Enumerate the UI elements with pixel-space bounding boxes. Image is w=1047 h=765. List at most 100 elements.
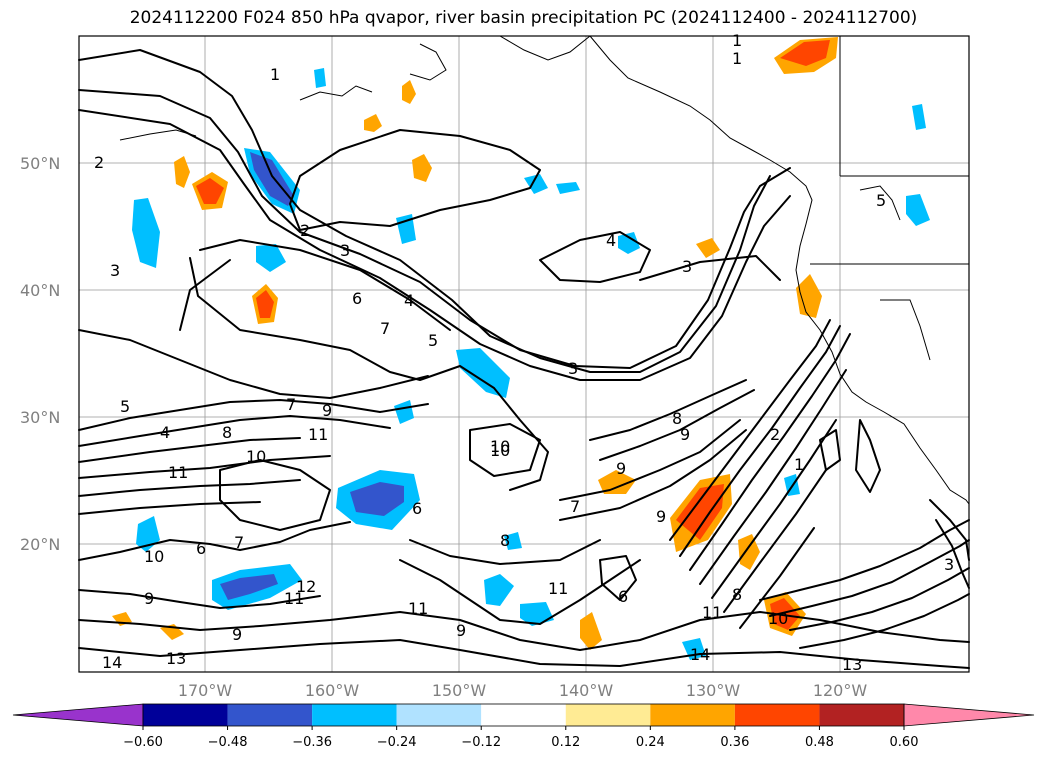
shade-patch (364, 114, 382, 132)
shade-patch (412, 154, 432, 182)
contour-label: 11 (702, 603, 722, 622)
contour-label: 5 (428, 331, 438, 350)
contour-label: 9 (680, 425, 690, 444)
contour-label: 8 (732, 585, 742, 604)
lat-label: 20°N (20, 535, 60, 554)
shade-patch (196, 178, 224, 204)
shade-patch (174, 156, 190, 188)
contour-label: 6 (352, 289, 362, 308)
contour-label: 1 (732, 31, 742, 50)
contour-label: 14 (690, 645, 710, 664)
contour-label: 4 (160, 423, 170, 442)
shade-patch (906, 194, 930, 226)
shade-patch (402, 80, 416, 104)
contour-labels: 2 3 4 5 6 7 3 3 4 3 5 4 8 7 9 10 11 11 1… (94, 31, 954, 674)
lon-label: 160°W (305, 681, 360, 700)
colorbar-swatch (734, 704, 820, 726)
colorbar-swatch (565, 704, 651, 726)
contour-label: 3 (568, 359, 578, 378)
colorbar-extend-low (12, 703, 144, 727)
map-frame (78, 35, 970, 673)
colorbar-swatch (396, 704, 482, 726)
colorbar: −0.60 −0.48 −0.36 −0.24 −0.12 0.12 0.24 0.36 0.4… (12, 703, 1035, 750)
contour-label: 2 (94, 153, 104, 172)
contour-label: 13 (842, 655, 862, 674)
contour-label: 1 (270, 65, 280, 84)
contour-label: 6 (196, 539, 206, 558)
contour-label: 12 (296, 577, 316, 596)
colorbar-tick-label: −0.24 (377, 735, 417, 750)
lon-label: 120°W (813, 681, 868, 700)
colorbar-swatch (481, 704, 566, 726)
contour-label: 10 (246, 447, 266, 466)
contour-label: 9 (616, 459, 626, 478)
contour-label: 9 (232, 625, 242, 644)
contour-label: 9 (456, 621, 466, 640)
shade-patch (618, 232, 640, 254)
contour-label: 3 (682, 257, 692, 276)
contour-label: 10 (490, 441, 510, 460)
lon-label: 140°W (559, 681, 614, 700)
colorbar-tick-label: 0.36 (720, 735, 749, 750)
contour-label: 10 (490, 437, 510, 456)
contour-label: 8 (500, 531, 510, 550)
colorbar-swatch (143, 704, 228, 726)
colorbar-tick-label: 0.48 (805, 735, 834, 750)
shade-patch (350, 482, 404, 516)
shade-patch (484, 574, 514, 606)
contour-label: 5 (876, 191, 886, 210)
colorbar-tick-label: 0.60 (890, 735, 919, 750)
contour-label: 11 (308, 425, 328, 444)
contour-label: 4 (606, 231, 616, 250)
colorbar-tick-label: −0.60 (123, 735, 163, 750)
graticule (79, 36, 969, 672)
contour-label: 2 (770, 425, 780, 444)
contour-label: 10 (768, 609, 788, 628)
shade-patch (504, 532, 522, 550)
colorbar-tick-label: −0.12 (461, 735, 501, 750)
shade-patch (256, 290, 274, 318)
colorbar-frame (142, 703, 905, 727)
contour-label: 4 (404, 291, 414, 310)
contour-label: 3 (340, 241, 350, 260)
shade-patch (738, 534, 760, 570)
shade-patch (250, 152, 294, 206)
shade-patch (580, 612, 602, 650)
contour-label: 8 (672, 409, 682, 428)
lat-label: 30°N (20, 408, 60, 427)
colorbar-tick-label: 0.12 (551, 735, 580, 750)
contour-label: 8 (222, 423, 232, 442)
contour-label: 9 (656, 507, 666, 526)
contour-label: 1 (794, 455, 804, 474)
colorbar-tick-label: 0.24 (636, 735, 665, 750)
colorbar-swatch (227, 704, 313, 726)
lon-label: 130°W (686, 681, 741, 700)
shade-patch (770, 598, 800, 630)
contour-label: 1 (732, 49, 742, 68)
map-title: 2024112200 F024 850 hPa qvapor, river ba… (129, 8, 918, 28)
contour-label: 11 (548, 579, 568, 598)
contour-label: 9 (322, 401, 332, 420)
contour-label: 7 (380, 319, 390, 338)
shade-patch (780, 40, 830, 66)
contour-label: 13 (166, 649, 186, 668)
colorbar-tick-label: −0.48 (208, 735, 248, 750)
shade-patch (314, 68, 326, 88)
contour-label: 5 (120, 397, 130, 416)
contour-label: 7 (570, 497, 580, 516)
contour-label: 6 (412, 499, 422, 518)
contour-label: 11 (284, 589, 304, 608)
contour-label: 11 (168, 463, 188, 482)
shade-patch (256, 244, 286, 272)
contour-label: 3 (944, 555, 954, 574)
colorbar-tick-label: −0.36 (292, 735, 332, 750)
lat-label: 40°N (20, 281, 60, 300)
colorbar-extend-high (903, 703, 1035, 727)
contour-label: 9 (144, 589, 154, 608)
colorbar-swatch (819, 704, 904, 726)
contour-label: 3 (110, 261, 120, 280)
contour-label: 10 (144, 547, 164, 566)
shade-patch (598, 470, 636, 494)
shade-patch (456, 348, 510, 398)
